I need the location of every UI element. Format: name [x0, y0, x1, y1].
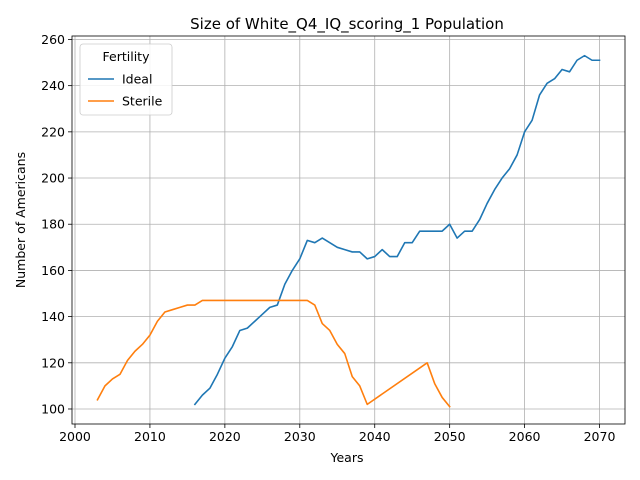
- y-tick-label: 220: [41, 124, 65, 139]
- legend-entry-sterile: Sterile: [122, 94, 163, 109]
- y-tick-label: 100: [41, 401, 65, 416]
- y-tick-label: 180: [41, 217, 65, 232]
- x-tick-label: 2030: [284, 429, 316, 444]
- legend: Fertility Ideal Sterile: [79, 43, 173, 116]
- x-tick-label: 2050: [434, 429, 466, 444]
- y-tick-label: 140: [41, 309, 65, 324]
- plot-frame: [71, 35, 626, 425]
- y-tick-label: 200: [41, 171, 65, 186]
- series-layer: [96, 54, 601, 408]
- x-tick-label: 2040: [359, 429, 391, 444]
- y-tick-label: 240: [41, 78, 65, 93]
- x-tick-label: 2020: [209, 429, 241, 444]
- legend-title: Fertility: [103, 49, 151, 64]
- x-axis-label: Years: [330, 450, 364, 465]
- legend-box: [79, 43, 173, 116]
- y-tick-label: 260: [41, 32, 65, 47]
- x-tick-label: 2070: [584, 429, 616, 444]
- legend-entry-ideal: Ideal: [122, 72, 152, 87]
- x-axis-ticks: 2000 2010 2020 2030 2040 2050 2060 2070: [59, 424, 615, 444]
- y-axis-label: Number of Americans: [13, 152, 28, 288]
- x-tick-label: 2060: [509, 429, 541, 444]
- y-tick-label: 160: [41, 263, 65, 278]
- series-line-ideal: [193, 54, 601, 406]
- series-line-sterile: [96, 299, 451, 408]
- chart-title: Size of White_Q4_IQ_scoring_1 Population: [190, 15, 504, 34]
- grid-lines: [72, 36, 625, 424]
- x-tick-label: 2010: [134, 429, 166, 444]
- y-axis-ticks: 100 120 140 160 180 200 220 240 260: [41, 32, 72, 416]
- x-tick-label: 2000: [59, 429, 91, 444]
- y-tick-label: 120: [41, 355, 65, 370]
